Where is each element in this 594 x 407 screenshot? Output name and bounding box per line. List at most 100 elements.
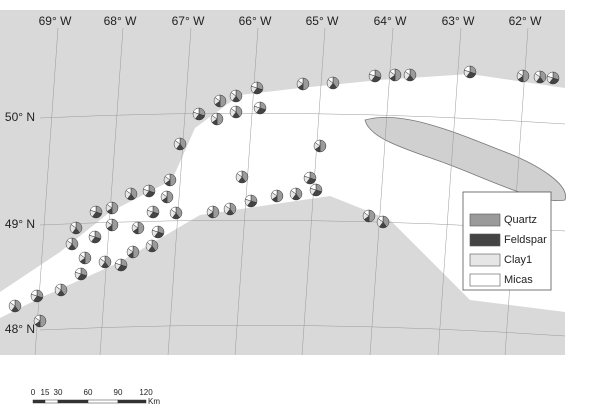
parallel <box>39 324 566 337</box>
legend-label: Feldspar <box>504 234 547 246</box>
pie-slice <box>236 170 243 178</box>
legend-label: Quartz <box>504 214 537 226</box>
sample-markers <box>8 65 560 328</box>
pie-slice <box>253 101 261 109</box>
pie-slice <box>230 89 237 97</box>
pie-slice <box>161 190 168 198</box>
scale-segment <box>32 399 46 404</box>
pie-slice <box>230 105 237 113</box>
pie-slice <box>99 255 106 263</box>
scale-segment <box>57 399 89 404</box>
pie-slice <box>39 314 47 328</box>
pie-slice <box>70 221 77 229</box>
legend-swatch <box>469 233 501 247</box>
pie-slice <box>314 139 321 147</box>
pie-slice <box>309 183 317 191</box>
pie-slice <box>142 184 150 192</box>
pie-slice <box>174 137 181 145</box>
pie-slice <box>146 239 153 247</box>
pie-slice <box>34 314 41 322</box>
pie-slice <box>404 68 411 76</box>
scale-label: 30 <box>54 388 63 397</box>
meridian <box>437 27 462 356</box>
pie-slice <box>224 202 231 210</box>
longitude-label: 67° W <box>172 14 205 28</box>
pie-slice <box>522 69 530 83</box>
longitude-label: 62° W <box>509 14 542 28</box>
longitude-label: 68° W <box>104 14 137 28</box>
pie-slice <box>394 68 402 82</box>
pie-slice <box>166 190 174 204</box>
scale-label: 60 <box>84 388 93 397</box>
pie-slice <box>216 112 224 126</box>
pie-slice <box>250 81 258 89</box>
scale-segment <box>87 399 119 404</box>
pie-slice <box>164 173 171 181</box>
meridian <box>167 27 192 356</box>
pie-slice <box>368 209 376 223</box>
latitude-label: 49° N <box>5 217 35 231</box>
pie-slice <box>89 205 97 213</box>
pie-slice <box>517 69 524 77</box>
scale-segment <box>117 399 147 404</box>
scale-label: 120 <box>139 388 153 397</box>
pie-slice <box>327 76 334 84</box>
scale-label: 0 <box>31 388 36 397</box>
pie-slice <box>132 221 139 229</box>
pie-slice <box>30 289 38 297</box>
pie-slice <box>276 189 284 203</box>
legend-swatch <box>469 253 501 267</box>
pie-slice <box>106 218 113 226</box>
pie-slice <box>88 230 96 238</box>
longitude-label: 65° W <box>306 14 339 28</box>
pie-slice <box>219 94 227 108</box>
pie-slice <box>207 205 214 213</box>
island <box>364 117 566 202</box>
pie-slice <box>368 69 376 77</box>
pie-slice <box>127 245 134 253</box>
pie-slice <box>125 187 132 195</box>
pie-slice <box>244 194 252 202</box>
parallel <box>39 112 566 125</box>
pie-slice <box>377 215 384 223</box>
pie-slice <box>303 171 311 179</box>
longitude-label: 63° W <box>442 14 475 28</box>
pie-slice <box>546 71 554 79</box>
meridian <box>99 27 124 356</box>
pie-slice <box>114 258 122 266</box>
pie-slice <box>319 139 327 153</box>
latitude-label: 48° N <box>5 322 35 336</box>
pie-slice <box>214 94 221 102</box>
pie-slice <box>146 205 154 213</box>
pie-slice <box>170 206 177 214</box>
legend-swatch <box>469 273 501 287</box>
pie-slice <box>106 201 113 209</box>
meridian <box>504 27 529 356</box>
legend-label: Micas <box>504 274 533 286</box>
pie-slice <box>169 173 177 187</box>
pie-slice <box>137 221 145 235</box>
pie-slice <box>534 70 541 78</box>
legend-label: Clay1 <box>504 254 532 266</box>
pie-slice <box>9 299 16 307</box>
scale-segment <box>44 399 59 404</box>
scale-label: 90 <box>114 388 123 397</box>
pie-slice <box>212 205 220 219</box>
longitude-label: 69° W <box>39 14 72 28</box>
pie-slice <box>111 218 119 232</box>
pie-slice <box>55 283 62 291</box>
latitude-label: 50° N <box>5 110 35 124</box>
pie-slice <box>463 65 471 73</box>
pie-slice <box>192 107 200 115</box>
pie-slice <box>271 189 278 197</box>
pie-slice <box>363 209 370 217</box>
pie-slice <box>111 201 119 215</box>
scale-unit: Km <box>148 397 160 406</box>
pie-slice <box>211 112 218 120</box>
pie-slice <box>302 77 310 91</box>
longitude-label: 64° W <box>374 14 407 28</box>
pie-slice <box>84 251 92 265</box>
pie-slice <box>132 245 140 259</box>
